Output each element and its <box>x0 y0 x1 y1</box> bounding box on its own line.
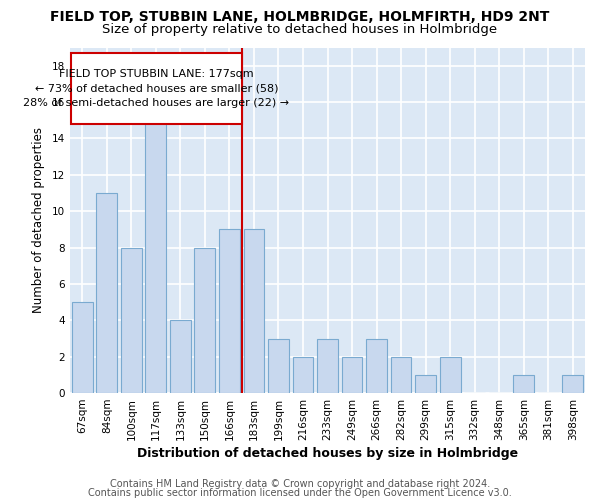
Bar <box>194 248 215 393</box>
Bar <box>97 193 117 393</box>
Bar <box>562 375 583 393</box>
X-axis label: Distribution of detached houses by size in Holmbridge: Distribution of detached houses by size … <box>137 447 518 460</box>
Bar <box>121 248 142 393</box>
Bar <box>244 230 265 393</box>
Bar <box>513 375 534 393</box>
Bar <box>341 356 362 393</box>
Bar <box>268 338 289 393</box>
FancyBboxPatch shape <box>71 53 242 124</box>
Bar <box>391 356 412 393</box>
Bar <box>293 356 313 393</box>
Text: FIELD TOP STUBBIN LANE: 177sqm
← 73% of detached houses are smaller (58)
28% of : FIELD TOP STUBBIN LANE: 177sqm ← 73% of … <box>23 68 290 108</box>
Bar <box>219 230 240 393</box>
Text: Contains HM Land Registry data © Crown copyright and database right 2024.: Contains HM Land Registry data © Crown c… <box>110 479 490 489</box>
Text: Size of property relative to detached houses in Holmbridge: Size of property relative to detached ho… <box>103 22 497 36</box>
Bar <box>145 120 166 393</box>
Bar <box>440 356 461 393</box>
Bar <box>415 375 436 393</box>
Bar <box>170 320 191 393</box>
Text: Contains public sector information licensed under the Open Government Licence v3: Contains public sector information licen… <box>88 488 512 498</box>
Bar <box>317 338 338 393</box>
Bar <box>72 302 92 393</box>
Y-axis label: Number of detached properties: Number of detached properties <box>32 128 45 314</box>
Bar <box>366 338 387 393</box>
Text: FIELD TOP, STUBBIN LANE, HOLMBRIDGE, HOLMFIRTH, HD9 2NT: FIELD TOP, STUBBIN LANE, HOLMBRIDGE, HOL… <box>50 10 550 24</box>
